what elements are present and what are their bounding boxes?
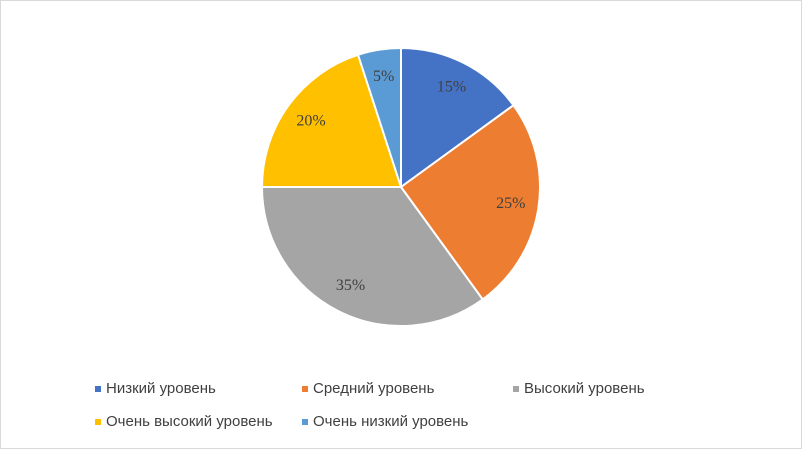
- legend: Низкий уровень Средний уровень Высокий уро…: [95, 380, 645, 430]
- data-label: 5%: [373, 68, 394, 85]
- legend-marker: [95, 386, 101, 392]
- pie-slice: [400, 46, 515, 189]
- legend-label: Средний уровень: [313, 380, 435, 397]
- data-label: 20%: [296, 112, 325, 129]
- pie-slice: [260, 186, 485, 327]
- data-label: 25%: [496, 195, 525, 212]
- legend-label: Очень высокий уровень: [106, 413, 273, 430]
- pie-slice: [356, 46, 402, 188]
- data-label: 15%: [437, 79, 466, 96]
- legend-marker: [95, 419, 101, 425]
- legend-marker: [302, 419, 308, 425]
- pie-slice: [260, 53, 403, 188]
- legend-marker: [513, 386, 519, 392]
- pie-slice: [399, 103, 541, 301]
- data-label: 35%: [336, 277, 365, 294]
- pie: 15% 25% 35% 20% 5%: [260, 46, 541, 327]
- legend-marker: [302, 386, 308, 392]
- legend-label: Очень низкий уровень: [313, 413, 469, 430]
- legend-label: Высокий уровень: [524, 380, 645, 397]
- legend-label: Низкий уровень: [106, 380, 216, 397]
